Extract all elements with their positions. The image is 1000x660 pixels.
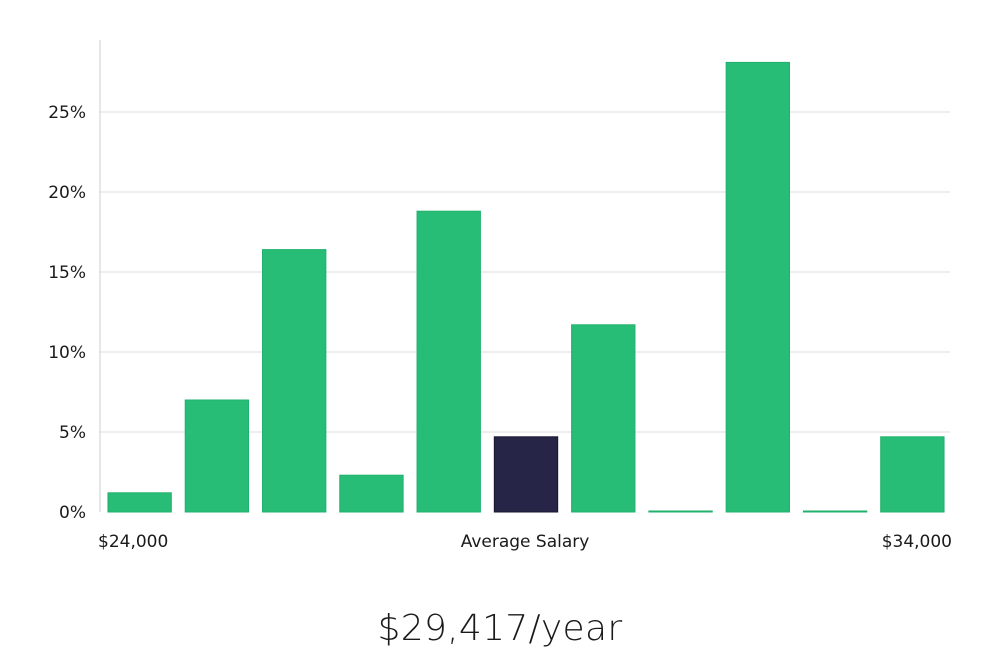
grid-lines [100,111,950,433]
salary-histogram-chart: 0%5%10%15%20%25% $24,000 Average Salary … [48,40,952,552]
y-tick-label: 10% [48,343,86,363]
y-tick-label: 20% [48,183,86,203]
y-axis-ticks: 0% 5% 10% 15% 20% 25% [48,103,86,523]
y-tick-label: 15% [48,263,86,283]
x-axis-title: Average Salary [461,532,590,552]
histogram-bar-highlighted [493,436,559,513]
average-salary-headline: $29,417/year [377,608,623,649]
histogram-bar [416,210,481,513]
histogram-bar [184,399,250,513]
histogram-bar [339,474,404,513]
y-tick-label: 5% [59,423,86,443]
y-tick-label: 25% [48,103,86,123]
histogram-bar [107,492,172,513]
x-axis-max-label: $34,000 [882,532,952,552]
y-tick-label: 0% [59,503,86,523]
histogram-bar [880,436,945,513]
histogram-bar [802,510,868,513]
x-axis-min-label: $24,000 [98,532,168,552]
histogram-bars [107,61,945,513]
histogram-bar [262,249,327,513]
histogram-bar [648,510,713,513]
histogram-bar [725,61,790,513]
histogram-bar [571,324,636,513]
